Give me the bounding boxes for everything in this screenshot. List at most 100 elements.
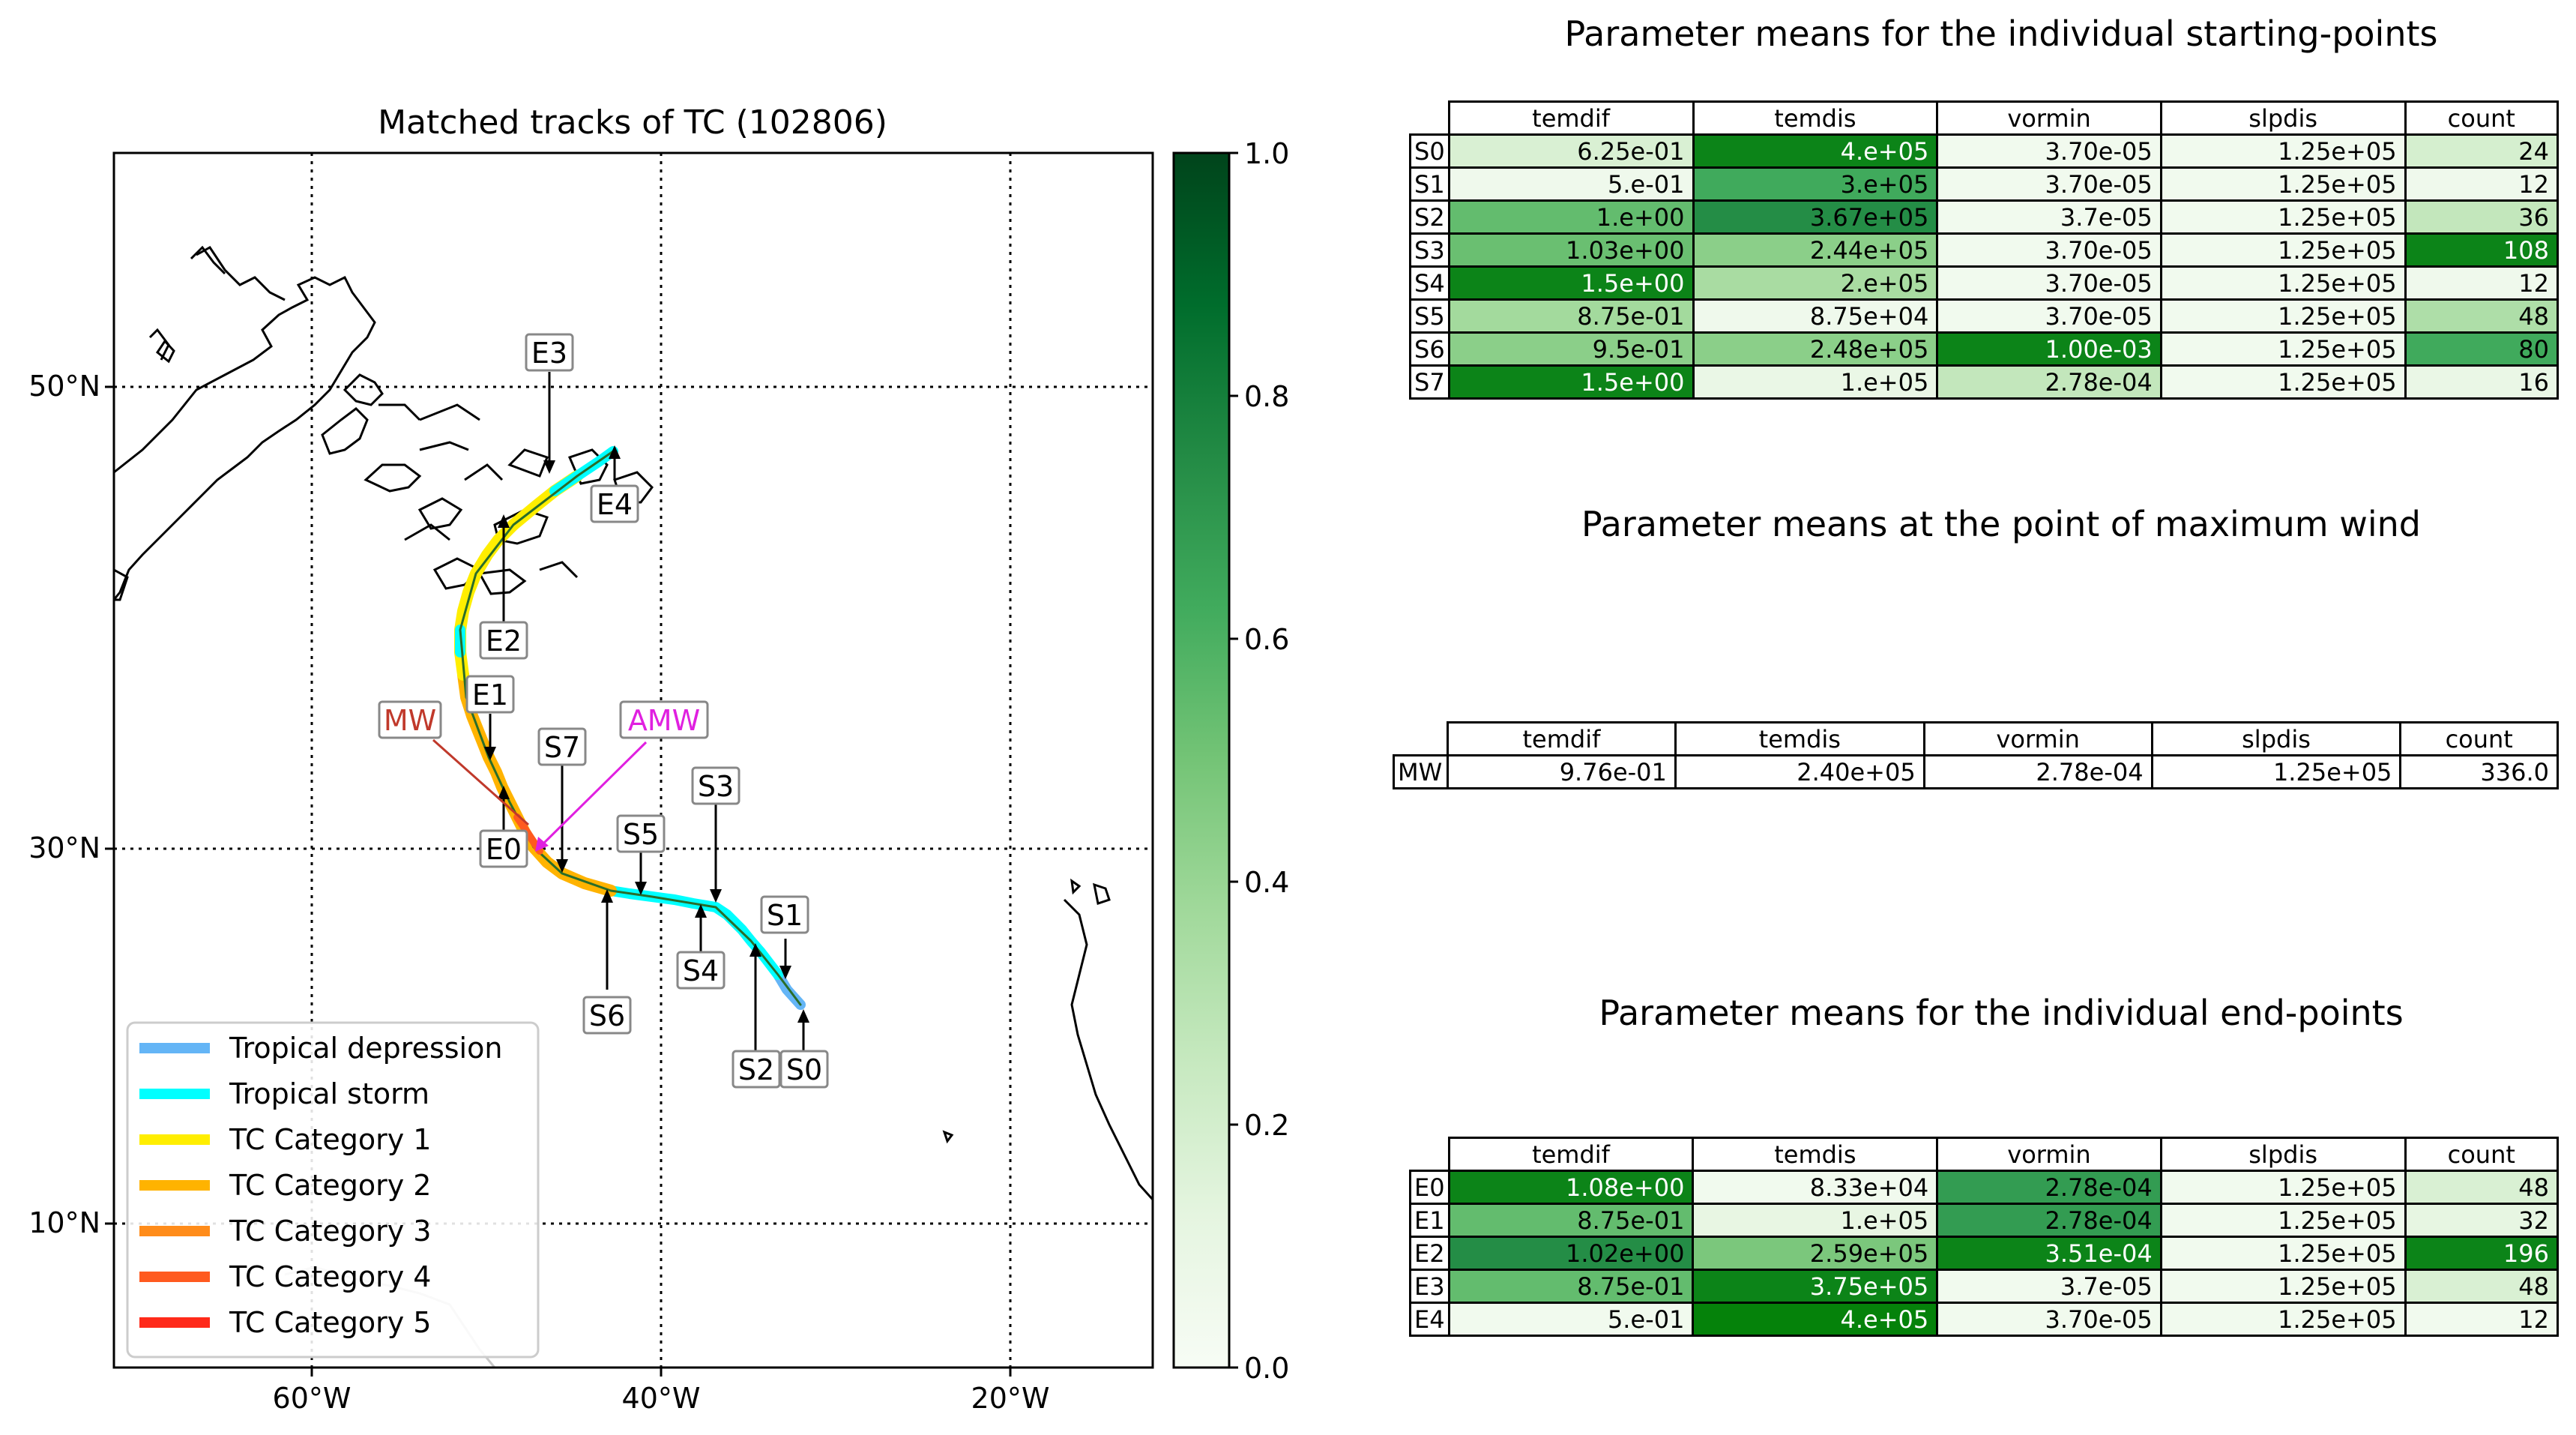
svg-text:S2: S2 [738,1053,774,1086]
table-row: E2 1.02e+00 2.59e+05 3.51e-04 1.25e+05 196 [1409,1236,2560,1271]
table-cell: 8.75e-01 [1447,1269,1695,1304]
table-cell: 2.59e+05 [1692,1236,1939,1271]
column-header: slpdis [2159,100,2407,136]
table-cell: 5.e-01 [1447,166,1695,202]
table-cell: 1.25e+05 [2159,1302,2407,1337]
column-header: temdif [1447,1137,1695,1172]
row-label: S4 [1409,265,1450,301]
table-row: S5 8.75e-01 8.75e+04 3.70e-05 1.25e+05 48 [1409,298,2560,334]
start-points-table: temdif temdis vormin slpdis count S0 6.25e-01 4… [1409,100,2560,400]
table-cell: 108 [2404,232,2560,268]
table-row: E1 8.75e-01 1.e+05 2.78e-04 1.25e+05 32 [1409,1203,2560,1238]
end-table-title: Parameter means for the individual end-p… [1599,993,2404,1033]
table-cell: 1.03e+00 [1447,232,1695,268]
header-row: temdif temdis vormin slpdis count [1411,100,2560,136]
y-tick-label: 50°N [28,370,100,403]
table-cell: 6.25e-01 [1447,133,1695,169]
header-row: temdif temdis vormin slpdis count [1394,721,2559,756]
svg-text:E2: E2 [486,625,522,658]
colorbar-tick-label: 1.0 [1244,137,1289,170]
start-labels: S0 S1 S2 S3 S4 [537,727,829,1089]
column-header: vormin [1936,1137,2162,1172]
table-cell: 8.75e-01 [1447,298,1695,334]
track-annotations: S0 S1 S2 S3 S4 [378,333,829,1089]
x-tick-label: 20°W [971,1382,1050,1415]
table-cell: 12 [2404,166,2560,202]
row-label: S5 [1409,298,1450,334]
svg-text:Tropical depression: Tropical depression [229,1032,502,1065]
max-wind-table: temdif temdis vormin slpdis count MW 9.76e-01 2… [1393,721,2559,789]
table-cell: 1.e+05 [1692,1203,1939,1238]
table-cell: 1.25e+05 [2159,1236,2407,1271]
table-cell: 48 [2404,1170,2560,1205]
svg-text:AMW: AMW [628,704,700,737]
row-label: S0 [1409,133,1450,169]
row-label: S6 [1409,331,1450,367]
table-cell: 24 [2404,133,2560,169]
svg-text:TC Category 5: TC Category 5 [229,1306,431,1339]
row-label: MW [1393,754,1449,789]
map-title: Matched tracks of TC (102806) [378,103,887,142]
table-row: S1 5.e-01 3.e+05 3.70e-05 1.25e+05 12 [1409,166,2560,202]
corner-cell [1411,102,1450,135]
table-cell: 16 [2404,364,2560,400]
label-S1: S1 [760,895,809,934]
table-cell: 1.25e+05 [2159,265,2407,301]
label-S7: S7 [537,727,587,766]
table-cell: 32 [2404,1203,2560,1238]
table-cell: 2.44e+05 [1692,232,1939,268]
label-S6: S6 [582,996,632,1035]
svg-text:E1: E1 [472,679,508,712]
colorbar: 0.0 0.2 0.4 0.6 0.8 1.0 [1172,137,1289,1385]
corner-cell [1411,1138,1450,1171]
column-header: count [2404,100,2560,136]
table-cell: 3.51e-04 [1936,1236,2162,1271]
table-cell: 80 [2404,331,2560,367]
table-cell: 2.78e-04 [1922,754,2153,789]
svg-text:S6: S6 [589,999,625,1032]
table-cell: 1.25e+05 [2159,331,2407,367]
table-cell: 3.70e-05 [1936,298,2162,334]
legend-item-2: TC Category 1 [139,1123,431,1156]
table-cell: 2.78e-04 [1936,1170,2162,1205]
table-cell: 1.25e+05 [2159,133,2407,169]
row-label: E2 [1409,1236,1450,1271]
legend-item-4: TC Category 3 [139,1215,431,1248]
column-header: temdis [1692,100,1939,136]
colorbar-tick-label: 0.8 [1244,380,1289,413]
table-row: MW 9.76e-01 2.40e+05 2.78e-04 1.25e+05 336.0 [1393,754,2559,789]
map-area: S0 S1 S2 S3 S4 [114,153,1153,1368]
table-cell: 1.02e+00 [1447,1236,1695,1271]
svg-text:E4: E4 [597,488,633,521]
table-cell: 1.25e+05 [2159,232,2407,268]
table-cell: 12 [2404,1302,2560,1337]
coastlines [114,245,1153,1201]
row-label: E4 [1409,1302,1450,1337]
svg-text:S1: S1 [767,899,803,932]
row-label: S3 [1409,232,1450,268]
legend-item-0: Tropical depression [139,1032,502,1065]
table-row: E0 1.08e+00 8.33e+04 2.78e-04 1.25e+05 48 [1409,1170,2560,1205]
legend-item-5: TC Category 4 [139,1260,431,1293]
table-cell: 1.5e+00 [1447,265,1695,301]
legend: Tropical depression Tropical storm TC Ca… [126,1021,540,1359]
table-cell: 3.e+05 [1692,166,1939,202]
table-cell: 3.7e-05 [1936,1269,2162,1304]
table-cell: 3.7e-05 [1936,199,2162,235]
svg-text:S3: S3 [698,770,734,803]
table-row: S6 9.5e-01 2.48e+05 1.00e-03 1.25e+05 80 [1409,331,2560,367]
table-cell: 2.78e-04 [1936,364,2162,400]
svg-text:TC Category 2: TC Category 2 [229,1169,431,1202]
corner-cell [1394,723,1448,756]
colorbar-tick-label: 0.2 [1244,1109,1289,1142]
row-label: E0 [1409,1170,1450,1205]
svg-text:E3: E3 [531,337,567,370]
label-S2: S2 [732,1050,781,1089]
colorbar-tick-label: 0.4 [1244,866,1289,899]
table-cell: 48 [2404,298,2560,334]
column-header: vormin [1936,100,2162,136]
table-cell: 3.70e-05 [1936,1302,2162,1337]
svg-text:S7: S7 [544,731,580,764]
svg-text:Tropical storm: Tropical storm [229,1077,429,1110]
table-cell: 2.40e+05 [1674,754,1925,789]
